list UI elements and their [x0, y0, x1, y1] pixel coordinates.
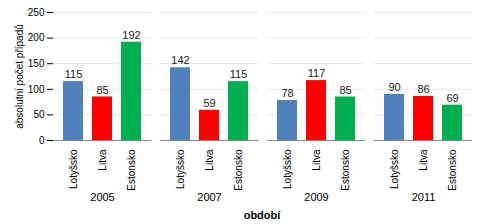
svg-text:Litva: Litva	[97, 149, 108, 171]
svg-text:86: 86	[417, 83, 429, 95]
svg-text:250: 250	[28, 7, 45, 18]
svg-text:85: 85	[96, 84, 108, 96]
svg-text:115: 115	[65, 68, 83, 80]
svg-text:69: 69	[446, 92, 458, 104]
svg-text:200: 200	[28, 32, 45, 43]
svg-text:115: 115	[230, 68, 248, 80]
svg-text:Estonsko: Estonsko	[447, 149, 458, 191]
svg-text:Litva: Litva	[418, 149, 429, 171]
svg-text:0: 0	[39, 135, 45, 146]
svg-text:2005: 2005	[90, 191, 114, 203]
svg-text:117: 117	[308, 67, 326, 79]
svg-text:90: 90	[388, 81, 400, 93]
svg-text:Litva: Litva	[311, 149, 322, 171]
svg-text:Lotyšsko: Lotyšsko	[175, 149, 186, 189]
svg-text:Lotyšsko: Lotyšsko	[389, 149, 400, 189]
svg-text:Lotyšsko: Lotyšsko	[68, 149, 79, 189]
svg-text:2009: 2009	[304, 191, 328, 203]
svg-text:59: 59	[203, 97, 215, 109]
svg-text:100: 100	[28, 84, 45, 95]
svg-text:Lotyšsko: Lotyšsko	[282, 149, 293, 189]
svg-text:absolutní počet případů: absolutní počet případů	[14, 24, 25, 129]
svg-text:150: 150	[28, 58, 45, 69]
svg-text:Litva: Litva	[204, 149, 215, 171]
html-text:období: období	[243, 209, 281, 221]
svg-text:142: 142	[171, 54, 189, 66]
svg-text:78: 78	[281, 87, 293, 99]
svg-text:2011: 2011	[412, 191, 436, 203]
svg-text:Estonsko: Estonsko	[340, 149, 351, 191]
svg-text:85: 85	[339, 84, 351, 96]
svg-text:192: 192	[122, 29, 140, 41]
svg-text:50: 50	[33, 109, 45, 120]
svg-text:2007: 2007	[197, 191, 221, 203]
svg-text:Estonsko: Estonsko	[126, 149, 137, 191]
svg-text:Estonsko: Estonsko	[233, 149, 244, 191]
